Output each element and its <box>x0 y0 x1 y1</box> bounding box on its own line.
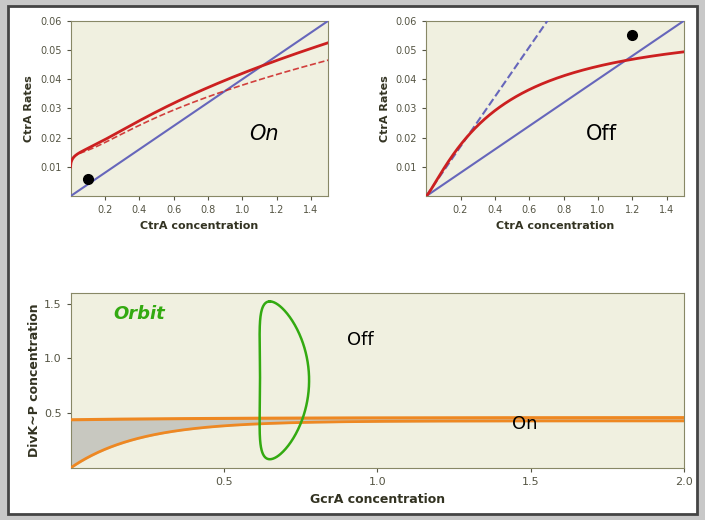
Text: Off: Off <box>347 331 373 349</box>
Text: On: On <box>512 415 538 433</box>
Y-axis label: DivK~P concentration: DivK~P concentration <box>28 304 41 457</box>
Text: Off: Off <box>586 124 617 144</box>
X-axis label: CtrA concentration: CtrA concentration <box>496 221 614 231</box>
Y-axis label: CtrA Rates: CtrA Rates <box>25 75 35 142</box>
Y-axis label: CtrA Rates: CtrA Rates <box>380 75 390 142</box>
Text: Orbit: Orbit <box>114 305 165 323</box>
X-axis label: CtrA concentration: CtrA concentration <box>140 221 259 231</box>
Text: On: On <box>249 124 278 144</box>
X-axis label: GcrA concentration: GcrA concentration <box>309 492 445 505</box>
